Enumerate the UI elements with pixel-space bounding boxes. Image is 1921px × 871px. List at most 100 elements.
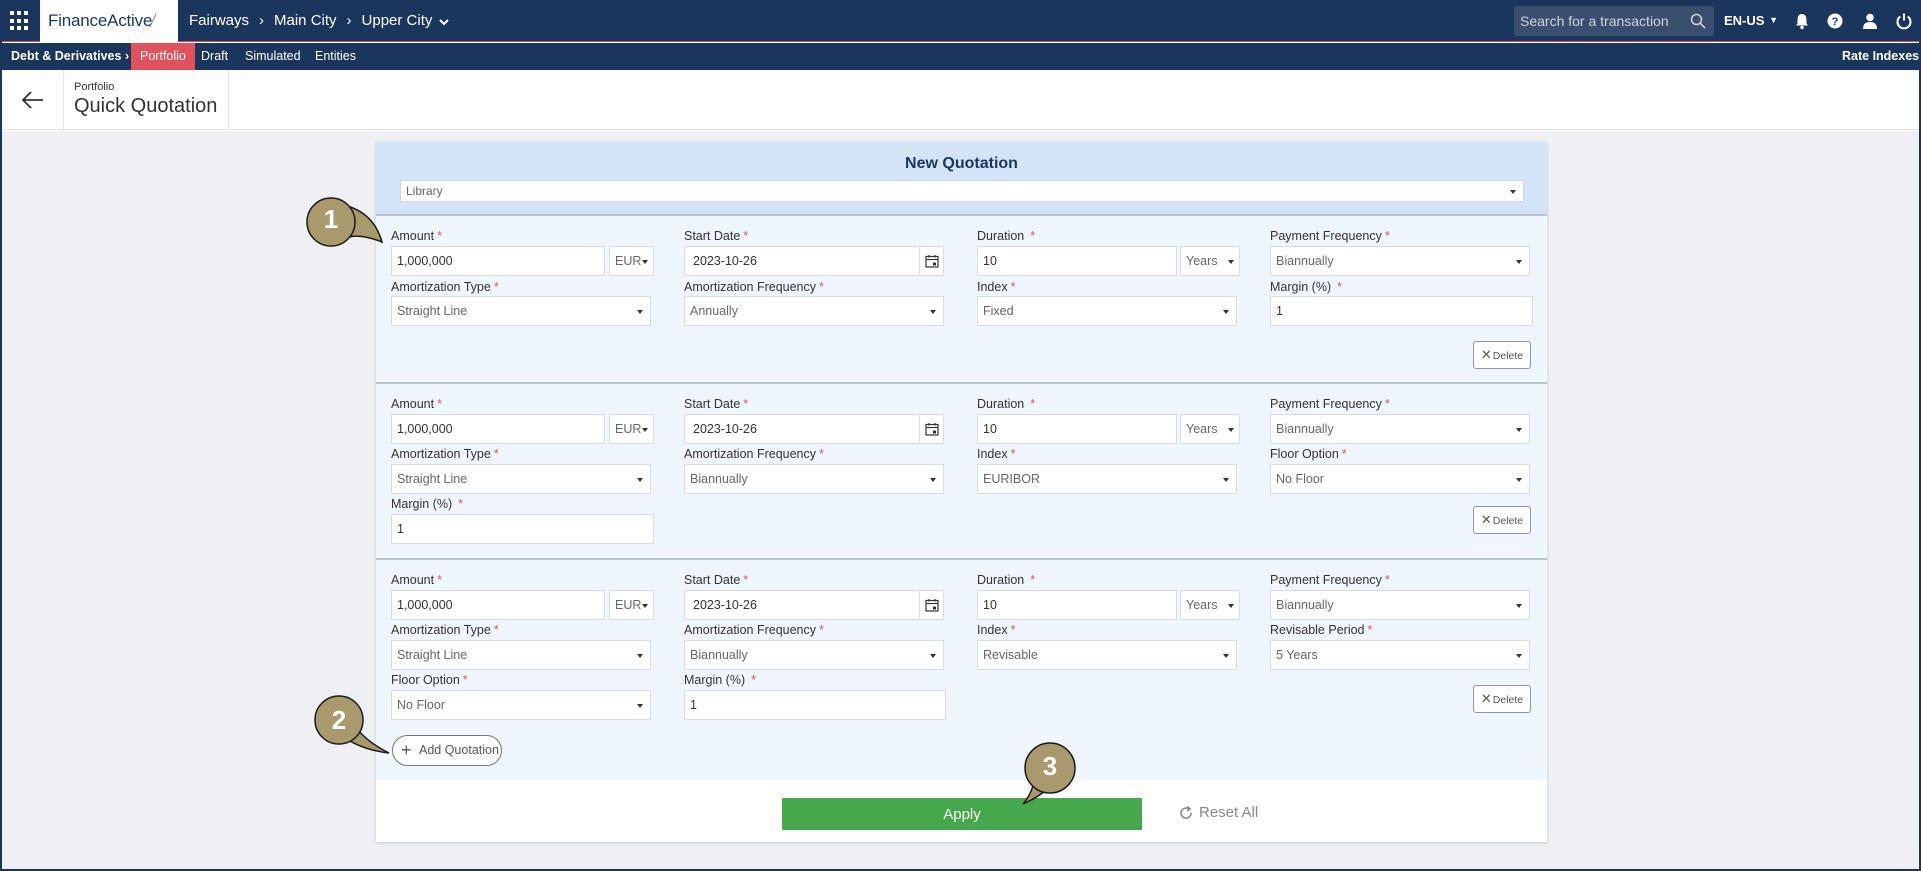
amount-input[interactable]: 1,000,000	[391, 414, 605, 444]
duration-unit-select[interactable]: Years	[1180, 246, 1240, 276]
start-date-label: Start Date *	[684, 573, 749, 587]
floor-option-label: Floor Option *	[391, 673, 468, 687]
payment-frequency-select[interactable]: Biannually	[1270, 246, 1530, 276]
delete-quotation-button[interactable]: ✕Delete	[1473, 685, 1531, 713]
library-select[interactable]: Library	[400, 180, 1524, 202]
margin-input[interactable]: 1	[391, 514, 654, 544]
help-icon[interactable]: ?	[1826, 12, 1844, 30]
revisable-period-select[interactable]: 5 Years	[1270, 640, 1530, 670]
user-icon[interactable]	[1861, 12, 1879, 30]
amortization-type-select[interactable]: Straight Line	[391, 464, 651, 494]
start-date-input[interactable]: 2023-10-26	[684, 590, 944, 620]
caret-down-icon	[1516, 604, 1522, 608]
chevron-right-icon: ›	[346, 12, 352, 29]
transaction-search	[1514, 6, 1714, 36]
currency-select[interactable]: EUR	[609, 590, 654, 620]
amortization-frequency-select[interactable]: Biannually	[684, 464, 944, 494]
breadcrumb-item-3[interactable]: Upper City	[361, 12, 433, 29]
amount-input[interactable]: 1,000,000	[391, 246, 605, 276]
caret-down-icon	[1223, 478, 1229, 482]
calendar-icon[interactable]	[919, 415, 943, 443]
power-icon[interactable]	[1895, 12, 1913, 30]
amortization-frequency-select[interactable]: Biannually	[684, 640, 944, 670]
amount-input[interactable]: 1,000,000	[391, 590, 605, 620]
caret-down-icon	[637, 478, 643, 482]
callout-number-3: 3	[1042, 751, 1058, 781]
brand-logo[interactable]: FinanceActive /	[40, 0, 178, 42]
caret-down-icon	[930, 478, 936, 482]
amortization-type-select[interactable]: Straight Line	[391, 296, 651, 326]
caret-down-icon	[1223, 310, 1229, 314]
delete-quotation-button[interactable]: ✕Delete	[1473, 506, 1531, 534]
section-label: Debt & Derivatives	[11, 49, 122, 63]
margin-input[interactable]: 1	[1270, 296, 1533, 326]
duration-input[interactable]: 10	[977, 414, 1177, 444]
start-date-input[interactable]: 2023-10-26	[684, 414, 944, 444]
section-debt-derivatives[interactable]: Debt & Derivatives ›	[11, 43, 129, 70]
tab-simulated[interactable]: Simulated	[245, 49, 301, 63]
caret-down-icon	[637, 654, 643, 658]
rate-indexes-link[interactable]: Rate Indexes	[1842, 49, 1920, 63]
caret-down-icon	[1223, 654, 1229, 658]
search-icon[interactable]	[1690, 13, 1706, 29]
currency-select[interactable]: EUR	[609, 246, 654, 276]
language-selector[interactable]: EN-US ▼	[1724, 13, 1778, 28]
floor-option-select[interactable]: No Floor	[1270, 464, 1530, 494]
svg-text:?: ?	[1832, 16, 1839, 28]
duration-unit-select[interactable]: Years	[1180, 414, 1240, 444]
apply-button[interactable]: Apply	[782, 798, 1142, 830]
search-input[interactable]	[1520, 13, 1685, 29]
start-date-input[interactable]: 2023-10-26	[684, 246, 944, 276]
duration-input[interactable]: 10	[977, 246, 1177, 276]
duration-input[interactable]: 10	[977, 590, 1177, 620]
back-button[interactable]	[2, 70, 64, 130]
bell-icon[interactable]	[1793, 12, 1811, 30]
payment-frequency-label: Payment Frequency *	[1270, 229, 1390, 243]
chevron-down-icon[interactable]	[438, 17, 450, 27]
tab-entities[interactable]: Entities	[315, 49, 356, 63]
margin-label: Margin (%) *	[391, 497, 463, 511]
tab-portfolio[interactable]: Portfolio	[131, 43, 195, 70]
apps-grid-icon[interactable]	[10, 11, 30, 31]
caret-down-icon: ▼	[1769, 15, 1778, 25]
sub-navbar: Debt & Derivatives › Portfolio Draft Sim…	[0, 43, 1921, 70]
callout-marker-3	[1022, 742, 1076, 805]
amortization-frequency-label: Amortization Frequency *	[684, 280, 824, 294]
amortization-type-select[interactable]: Straight Line	[391, 640, 651, 670]
amount-label: Amount *	[391, 397, 442, 411]
amortization-frequency-label: Amortization Frequency *	[684, 447, 824, 461]
duration-unit-select[interactable]: Years	[1180, 590, 1240, 620]
add-quotation-button[interactable]: + Add Quotation	[392, 735, 502, 766]
calendar-icon[interactable]	[919, 247, 943, 275]
payment-frequency-select[interactable]: Biannually	[1270, 414, 1530, 444]
floor-option-select[interactable]: No Floor	[391, 690, 651, 720]
chevron-right-icon: ›	[259, 12, 265, 29]
floor-option-label: Floor Option *	[1270, 447, 1347, 461]
breadcrumb-item-1[interactable]: Fairways	[189, 12, 250, 29]
start-date-label: Start Date *	[684, 229, 749, 243]
currency-select[interactable]: EUR	[609, 414, 654, 444]
breadcrumb: Fairways › Main City › Upper City	[189, 12, 450, 29]
breadcrumb-item-2[interactable]: Main City	[274, 12, 337, 29]
payment-frequency-select[interactable]: Biannually	[1270, 590, 1530, 620]
index-select[interactable]: EURIBOR	[977, 464, 1237, 494]
caret-down-icon	[642, 260, 648, 264]
quotation-block-2: Amount * 1,000,000 EUR Start Date * 2023-1…	[376, 382, 1547, 558]
caret-down-icon	[1228, 260, 1234, 264]
callout-number-1: 1	[323, 204, 339, 234]
index-select[interactable]: Fixed	[977, 296, 1237, 326]
delete-quotation-button[interactable]: ✕Delete	[1473, 341, 1531, 369]
index-select[interactable]: Revisable	[977, 640, 1237, 670]
caret-down-icon	[930, 310, 936, 314]
revisable-period-label: Revisable Period *	[1270, 623, 1373, 637]
caret-down-icon	[637, 310, 643, 314]
page-title-block: Portfolio Quick Quotation	[64, 70, 229, 130]
caret-down-icon	[1510, 190, 1516, 194]
calendar-icon[interactable]	[919, 591, 943, 619]
margin-input[interactable]: 1	[684, 690, 946, 720]
page-title: Quick Quotation	[74, 95, 218, 117]
tab-draft[interactable]: Draft	[201, 49, 229, 63]
callout-marker-1	[306, 197, 384, 247]
reset-all-button[interactable]: Reset All	[1178, 804, 1258, 821]
amortization-frequency-select[interactable]: Annually	[684, 296, 944, 326]
